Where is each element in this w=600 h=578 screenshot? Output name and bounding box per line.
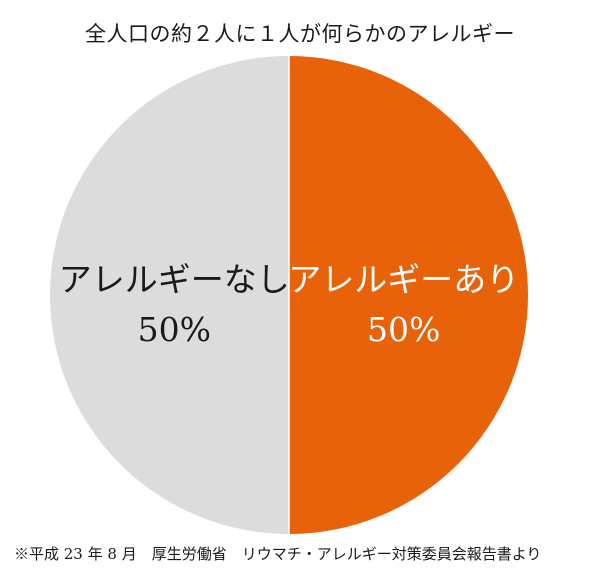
slice-label-1: アレルギーなし [59,260,290,299]
source-note: ※平成 23 年 8 月 厚生労働省 リウマチ・アレルギー対策委員会報告書より [14,545,542,563]
slice-value-0: 50% [367,310,440,349]
slice-value-1: 50% [138,310,211,349]
slice-label-0: アレルギーあり [288,260,519,299]
pie-slice-1 [50,56,289,534]
chart-title: 全人口の約２人に１人が何らかのアレルギー [85,22,515,46]
pie-slice-0 [289,56,528,534]
